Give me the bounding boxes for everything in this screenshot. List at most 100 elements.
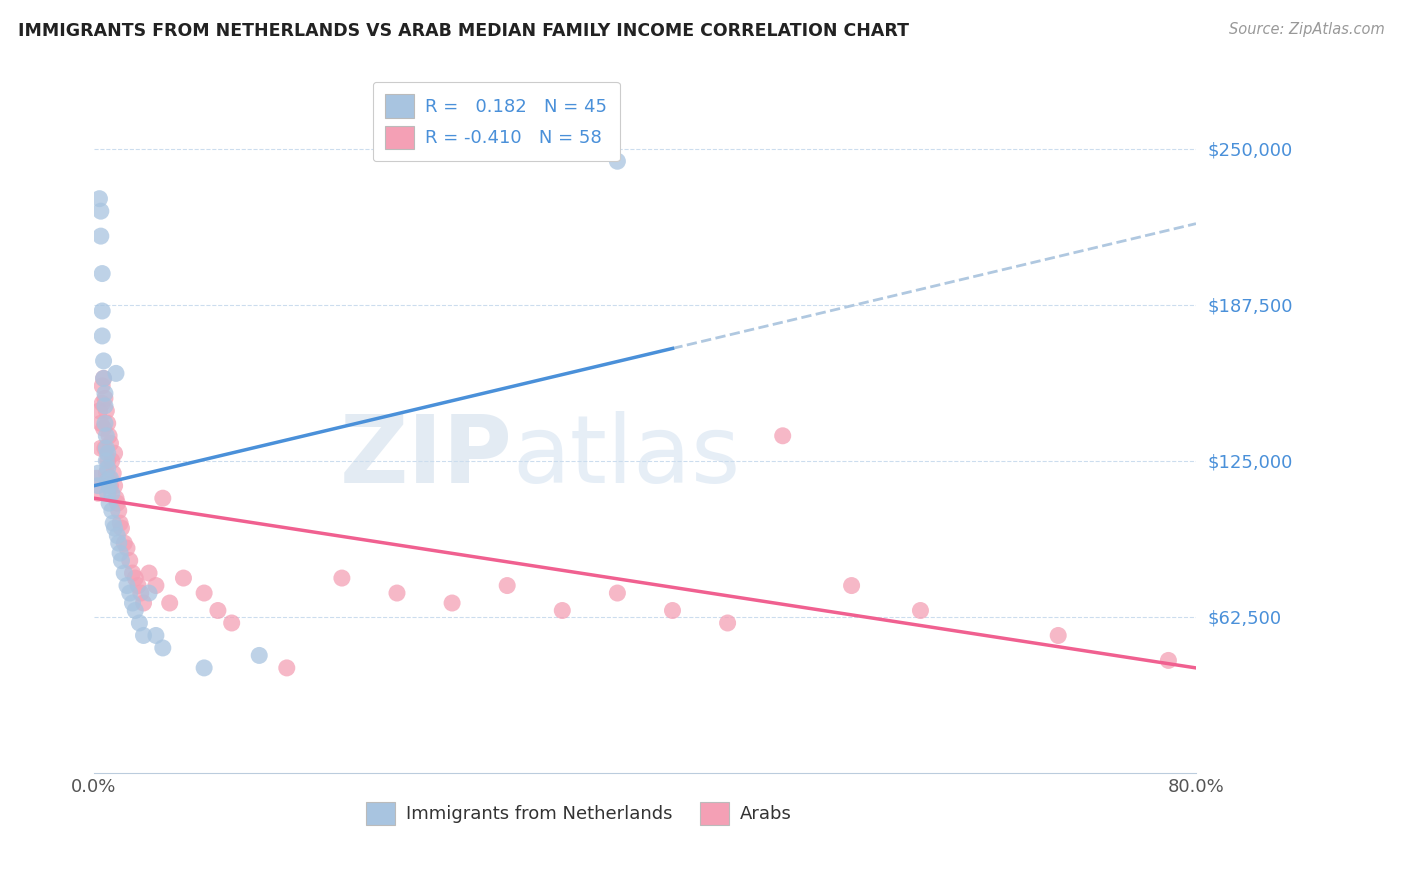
Point [159, 596, 181, 610]
Point [105, 496, 128, 510]
Point [841, 578, 863, 592]
Point [496, 578, 519, 592]
Point [152, 640, 174, 655]
Point [104, 367, 127, 381]
Point [90, 204, 112, 219]
Point [112, 536, 135, 550]
Point [96, 467, 118, 481]
Point [98, 496, 121, 510]
Point [108, 516, 131, 530]
Point [101, 454, 124, 468]
Point [97, 417, 120, 431]
Point [112, 566, 135, 580]
Point [551, 603, 574, 617]
Point [90, 442, 112, 456]
Point [94, 386, 117, 401]
Point [107, 503, 129, 517]
Point [124, 571, 146, 585]
Point [87, 479, 110, 493]
Point [606, 586, 628, 600]
Point [221, 615, 243, 630]
Point [115, 541, 138, 555]
Point [129, 586, 152, 600]
Point [138, 566, 160, 580]
Point [101, 503, 124, 517]
Point [910, 603, 932, 617]
Point [96, 442, 118, 456]
Text: atlas: atlas [513, 411, 741, 503]
Point [100, 471, 122, 485]
Point [100, 436, 122, 450]
Point [110, 553, 132, 567]
Point [94, 442, 117, 456]
Point [104, 521, 127, 535]
Point [98, 479, 121, 493]
Point [97, 446, 120, 460]
Point [124, 603, 146, 617]
Point [104, 446, 127, 460]
Point [132, 596, 155, 610]
Point [93, 421, 115, 435]
Text: Source: ZipAtlas.com: Source: ZipAtlas.com [1229, 22, 1385, 37]
Point [101, 486, 124, 500]
Point [1047, 628, 1070, 642]
Point [207, 603, 229, 617]
Point [104, 479, 127, 493]
Point [104, 491, 127, 506]
Point [1157, 653, 1180, 667]
Point [145, 578, 167, 592]
Point [87, 486, 110, 500]
Point [121, 566, 143, 580]
Point [108, 546, 131, 560]
Point [193, 661, 215, 675]
Point [96, 404, 118, 418]
Point [118, 553, 141, 567]
Point [716, 615, 738, 630]
Point [97, 461, 120, 475]
Point [89, 192, 111, 206]
Point [103, 516, 125, 530]
Point [772, 429, 794, 443]
Point [93, 371, 115, 385]
Point [132, 628, 155, 642]
Point [90, 417, 112, 431]
Point [97, 454, 120, 468]
Point [94, 392, 117, 406]
Point [91, 304, 114, 318]
Point [97, 486, 120, 500]
Point [115, 578, 138, 592]
Point [96, 454, 118, 468]
Point [98, 471, 121, 485]
Point [110, 521, 132, 535]
Text: ZIP: ZIP [340, 411, 513, 503]
Point [89, 404, 111, 418]
Point [94, 417, 117, 431]
Point [96, 429, 118, 443]
Text: IMMIGRANTS FROM NETHERLANDS VS ARAB MEDIAN FAMILY INCOME CORRELATION CHART: IMMIGRANTS FROM NETHERLANDS VS ARAB MEDI… [18, 22, 910, 40]
Point [193, 586, 215, 600]
Point [93, 371, 115, 385]
Point [98, 429, 121, 443]
Point [105, 528, 128, 542]
Point [276, 661, 298, 675]
Point [97, 474, 120, 488]
Point [661, 603, 683, 617]
Point [93, 354, 115, 368]
Point [172, 571, 194, 585]
Point [87, 467, 110, 481]
Point [330, 571, 353, 585]
Legend: Immigrants from Netherlands, Arabs: Immigrants from Netherlands, Arabs [359, 795, 799, 832]
Point [138, 586, 160, 600]
Point [107, 536, 129, 550]
Point [91, 267, 114, 281]
Point [441, 596, 464, 610]
Point [152, 491, 174, 506]
Point [91, 329, 114, 343]
Point [128, 615, 150, 630]
Point [100, 479, 122, 493]
Point [91, 379, 114, 393]
Point [121, 596, 143, 610]
Point [118, 586, 141, 600]
Point [385, 586, 408, 600]
Point [247, 648, 270, 663]
